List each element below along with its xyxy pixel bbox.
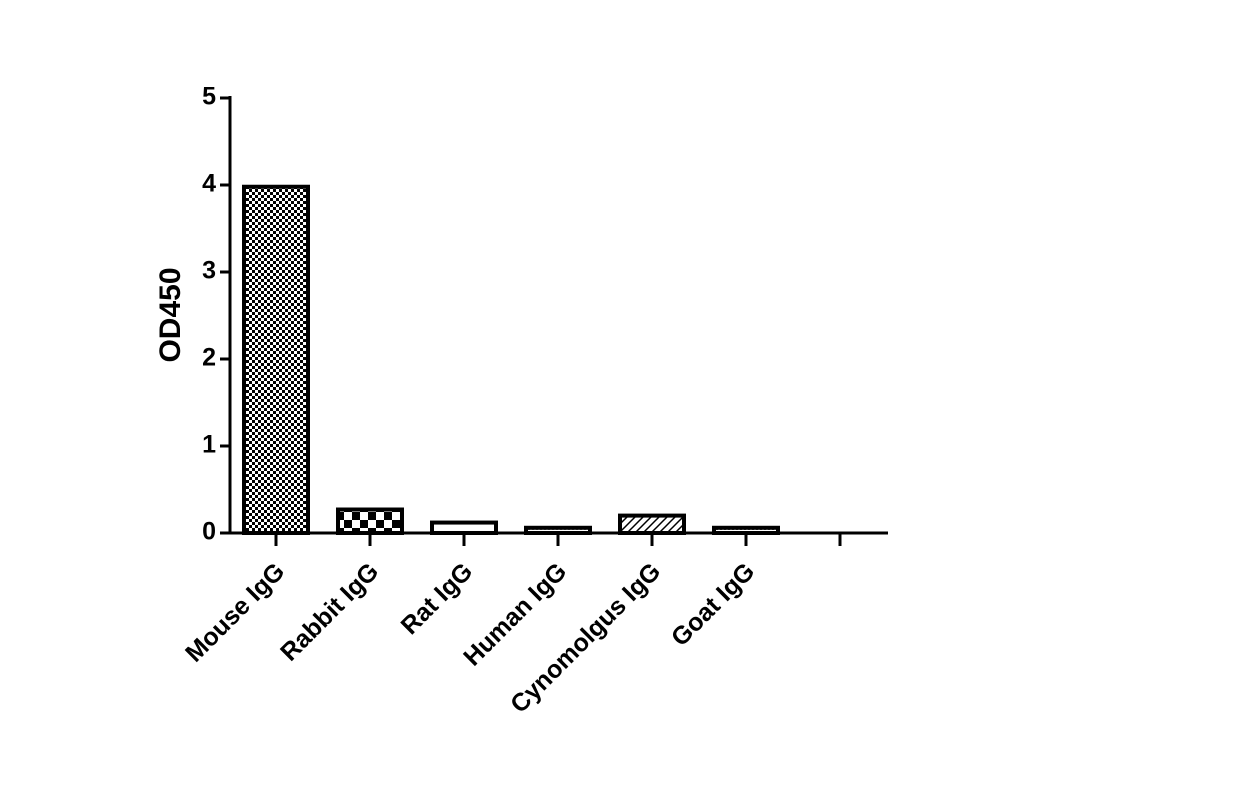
y-tick-label: 2 — [202, 344, 216, 372]
x-tick-label: Mouse IgG — [180, 557, 290, 667]
y-tick-label: 5 — [202, 83, 216, 111]
y-tick-label: 3 — [202, 257, 216, 285]
bar — [618, 513, 686, 535]
y-tick-label: 0 — [202, 518, 216, 546]
bar — [242, 184, 310, 536]
x-tick-label: Rabbit IgG — [275, 557, 384, 666]
bar — [430, 520, 498, 535]
y-tick-label: 4 — [202, 170, 216, 198]
y-axis-label: OD450 — [154, 267, 187, 362]
y-tick-label: 1 — [202, 431, 216, 459]
bar — [336, 507, 404, 536]
x-tick-label: Rat IgG — [396, 557, 479, 640]
x-tick-label: Goat IgG — [666, 557, 760, 651]
